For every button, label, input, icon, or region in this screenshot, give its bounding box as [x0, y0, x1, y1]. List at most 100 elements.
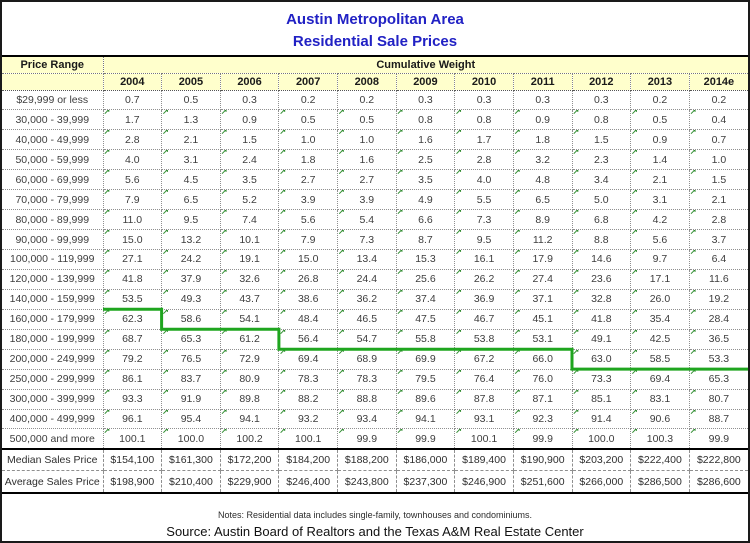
cell-flag-icon: ↗ [338, 329, 345, 336]
price-range-cell: 70,000 - 79,999 [2, 189, 104, 211]
summary-value-cell: $186,000 [396, 447, 456, 472]
median-sales-price-row: Median Sales Price $154,100 $161,300 $172,2… [2, 447, 748, 472]
cell-flag-icon: ↗ [103, 369, 111, 376]
value-cell: ↗ 7.9 [278, 229, 338, 250]
cell-flag-icon: ↗ [455, 109, 462, 117]
value-cell: 0.3 [396, 90, 456, 111]
cell-flag-icon: ↗ [455, 129, 462, 137]
value-cell: ↗ 78.3 [337, 369, 397, 390]
summary-value-cell: $246,400 [278, 470, 338, 493]
cell-flag-icon: ↗ [279, 249, 287, 257]
value-cell: ↗ 4.0 [454, 169, 514, 191]
cell-flag-icon: ↗ [162, 428, 169, 436]
value-cell: ↗ 76.5 [161, 349, 221, 370]
cell-flag-icon: ↗ [220, 309, 228, 316]
value-cell: ↗ 27.1 [103, 249, 163, 270]
summary-value-cell: $190,900 [513, 447, 573, 472]
value-cell: ↗ 14.6 [572, 249, 632, 270]
cell-flag-icon: ↗ [631, 249, 638, 257]
value-cell: ↗ 87.8 [454, 389, 514, 410]
value-cell: ↗ 100.1 [278, 428, 338, 450]
cell-flag-icon: ↗ [396, 229, 404, 237]
cell-flag-icon: ↗ [396, 249, 404, 257]
value-cell: ↗ 32.8 [572, 289, 632, 310]
price-range-cell: 40,000 - 49,999 [2, 129, 104, 151]
value-cell: ↗ 65.3 [161, 329, 221, 350]
value-cell: 0.2 [337, 90, 397, 111]
value-cell: ↗ 0.9 [513, 109, 573, 131]
value-cell: ↗ 6.4 [689, 249, 748, 270]
value-cell: ↗ 96.1 [103, 409, 163, 430]
summary-value-cell: $154,100 [103, 447, 163, 472]
cell-flag-icon: ↗ [572, 289, 580, 296]
source-text: Source: Austin Board of Realtors and the… [166, 523, 584, 539]
value-cell: ↗ 89.8 [220, 389, 280, 410]
cell-flag-icon: ↗ [279, 349, 287, 356]
cell-flag-icon: ↗ [103, 109, 111, 117]
cell-flag-icon: ↗ [103, 209, 111, 217]
cell-flag-icon: ↗ [103, 229, 111, 237]
value-cell: ↗ 99.9 [689, 428, 748, 450]
summary-value-cell: $203,200 [572, 447, 632, 472]
cell-flag-icon: ↗ [455, 149, 462, 157]
value-cell: ↗ 6.6 [396, 209, 456, 231]
cell-flag-icon: ↗ [220, 369, 228, 376]
value-cell: ↗ 2.1 [630, 169, 690, 191]
value-cell: ↗ 68.9 [337, 349, 397, 370]
cell-flag-icon: ↗ [338, 369, 345, 376]
cell-flag-icon: ↗ [689, 349, 697, 356]
value-cell: ↗ 1.7 [103, 109, 163, 131]
cell-flag-icon: ↗ [572, 389, 580, 396]
value-cell: ↗ 8.9 [513, 209, 573, 231]
cell-flag-icon: ↗ [455, 349, 462, 356]
value-cell: ↗ 87.1 [513, 389, 573, 410]
value-cell: ↗ 72.9 [220, 349, 280, 370]
cell-flag-icon: ↗ [338, 149, 345, 157]
value-cell: ↗ 56.4 [278, 329, 338, 350]
value-cell: ↗ 3.5 [396, 169, 456, 191]
value-cell: ↗ 2.5 [396, 149, 456, 171]
cell-flag-icon: ↗ [689, 169, 697, 177]
cell-flag-icon: ↗ [103, 329, 111, 336]
value-cell: ↗ 15.3 [396, 249, 456, 270]
cell-flag-icon: ↗ [162, 229, 169, 237]
cell-flag-icon: ↗ [103, 349, 111, 356]
table-row: 60,000 - 69,999 ↗ 5.6 ↗ 4.5 ↗ 3.5 ↗ 2.7 ↗ 2.7 ↗ 3.5 ↗… [2, 169, 748, 191]
cell-flag-icon: ↗ [631, 129, 638, 137]
cell-flag-icon: ↗ [513, 169, 521, 177]
cell-flag-icon: ↗ [396, 209, 404, 217]
price-range-cell: 30,000 - 39,999 [2, 109, 104, 131]
cell-flag-icon: ↗ [396, 289, 404, 296]
value-cell: ↗ 15.0 [278, 249, 338, 270]
value-cell: ↗ 45.1 [513, 309, 573, 330]
cell-flag-icon: ↗ [220, 149, 228, 157]
cell-flag-icon: ↗ [162, 189, 169, 197]
value-cell: ↗ 76.0 [513, 369, 573, 390]
year-header-2007: 2007 [278, 73, 338, 91]
price-range-cell: 180,000 - 199,999 [2, 329, 104, 350]
value-cell: ↗ 1.5 [572, 129, 632, 151]
cell-flag-icon: ↗ [162, 329, 169, 336]
value-cell: ↗ 0.8 [572, 109, 632, 131]
cell-flag-icon: ↗ [338, 309, 345, 316]
value-cell: ↗ 1.5 [220, 129, 280, 151]
cell-flag-icon: ↗ [279, 309, 287, 316]
cell-flag-icon: ↗ [162, 349, 169, 356]
cell-flag-icon: ↗ [513, 109, 521, 117]
average-sales-price-row: Average Sales Price $198,900 $210,400 $229,… [2, 470, 748, 493]
value-cell: 0.7 [103, 90, 163, 111]
cell-flag-icon: ↗ [455, 369, 462, 376]
price-range-cell: 80,000 - 89,999 [2, 209, 104, 231]
price-range-cell: 500,000 and more [2, 428, 104, 450]
value-cell: ↗ 93.3 [103, 389, 163, 410]
cell-flag-icon: ↗ [689, 109, 697, 117]
value-cell: ↗ 6.5 [161, 189, 221, 211]
value-cell: ↗ 49.1 [572, 329, 632, 350]
value-cell: ↗ 19.1 [220, 249, 280, 270]
cell-flag-icon: ↗ [631, 309, 638, 316]
cell-flag-icon: ↗ [103, 269, 111, 276]
value-cell: ↗ 0.4 [689, 109, 748, 131]
table-row: 400,000 - 499,999 ↗ 96.1 ↗ 95.4 ↗ 94.1 ↗ 93.2 ↗ 93… [2, 409, 748, 430]
cell-flag-icon: ↗ [631, 409, 638, 416]
cell-flag-icon: ↗ [513, 309, 521, 316]
